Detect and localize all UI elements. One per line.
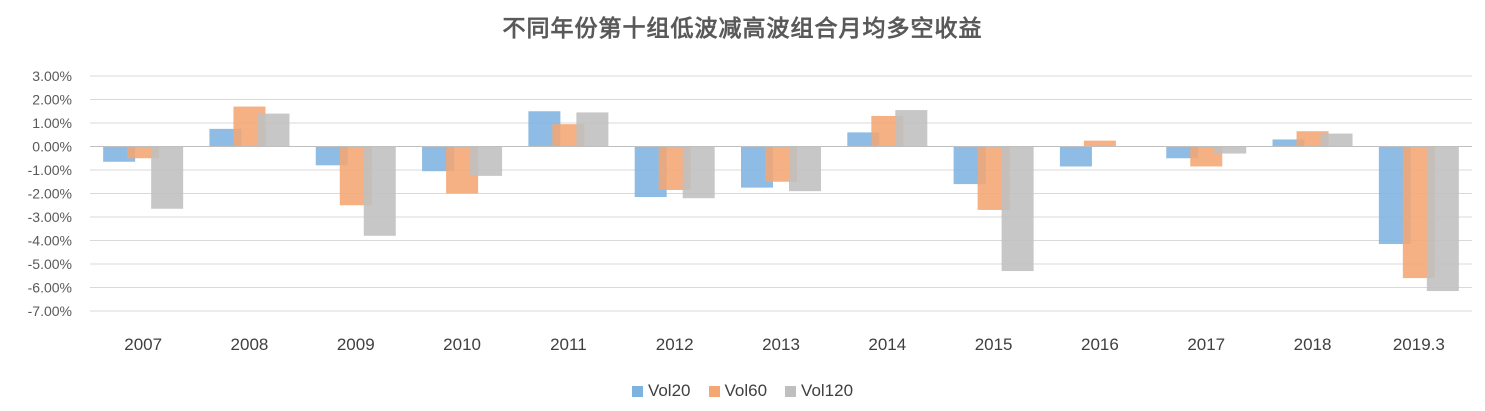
bar-vol120-2010 [470,146,503,176]
bar-vol120-2013 [789,146,821,192]
y-tick-label: 2.00% [32,92,72,108]
x-tick-label: 2018 [1294,335,1332,354]
legend-swatch [708,385,720,397]
y-tick-label: -3.00% [28,209,72,225]
y-tick-label: 3.00% [32,68,72,84]
bar-vol120-2007 [151,146,184,209]
y-tick-label: -2.00% [28,186,72,202]
bar-vol120-2019.3 [1426,146,1459,292]
y-axis-tick-labels: 3.00% 2.00% 1.00% 0.00% -1.00% -2.00% -3.00% -4… [28,68,72,319]
bar-vol120-2017 [1214,146,1247,154]
y-tick-label: -6.00% [28,280,72,296]
y-tick-label: 0.00% [32,139,72,155]
x-tick-label: 2007 [124,335,162,354]
x-axis-category-labels: 2007 2008 2009 2010 2011 2012 2013 2014 2015 2016… [124,335,1445,354]
legend-label: Vol60 [724,381,768,400]
x-tick-label: 2016 [1081,335,1119,354]
bar-vol60-2016 [1083,140,1116,147]
y-tick-label: -4.00% [28,233,72,249]
bar-vol20-2007 [103,146,136,162]
y-tick-label: -5.00% [28,256,72,272]
bar-vol20-2016 [1059,146,1092,167]
bar-vol120-2015 [1001,146,1034,272]
bar-vol20-2018 [1272,139,1305,147]
bar-vol120-2012 [682,146,715,199]
bar-vol120-2014 [895,110,928,147]
legend-item-vol20: Vol20 [631,381,691,401]
chart-title: 不同年份第十组低波减高波组合月均多空收益 [502,16,983,42]
legend: Vol20 Vol60 Vol120 [0,381,1485,401]
x-tick-label: 2008 [231,335,269,354]
bar-vol120-2011 [576,112,609,147]
bar-vol120-2009 [363,146,396,236]
bar-vol60-2007 [127,146,160,159]
x-tick-label: 2013 [762,335,800,354]
bar-vol20-2017 [1166,146,1199,159]
bar-vol120-2018 [1320,133,1353,147]
x-tick-label: 2010 [443,335,481,354]
x-tick-label: 2015 [975,335,1013,354]
legend-swatch [785,385,797,397]
x-tick-label: 2014 [868,335,906,354]
x-tick-label: 2012 [656,335,694,354]
x-tick-label: 2009 [337,335,375,354]
y-tick-label: -7.00% [28,303,72,319]
bars [103,106,1459,292]
legend-swatch [631,385,643,397]
legend-item-vol120: Vol120 [785,381,853,401]
x-tick-label: 2017 [1187,335,1225,354]
y-tick-label: 1.00% [32,115,72,131]
x-tick-label: 2011 [550,335,587,354]
legend-label: Vol20 [647,381,691,400]
bar-vol120-2008 [257,113,290,147]
gridlines [90,75,1472,312]
x-tick-label: 2019.3 [1393,335,1445,354]
legend-item-vol60: Vol60 [708,381,768,401]
y-tick-label: -1.00% [28,162,72,178]
legend-label: Vol120 [801,381,854,400]
